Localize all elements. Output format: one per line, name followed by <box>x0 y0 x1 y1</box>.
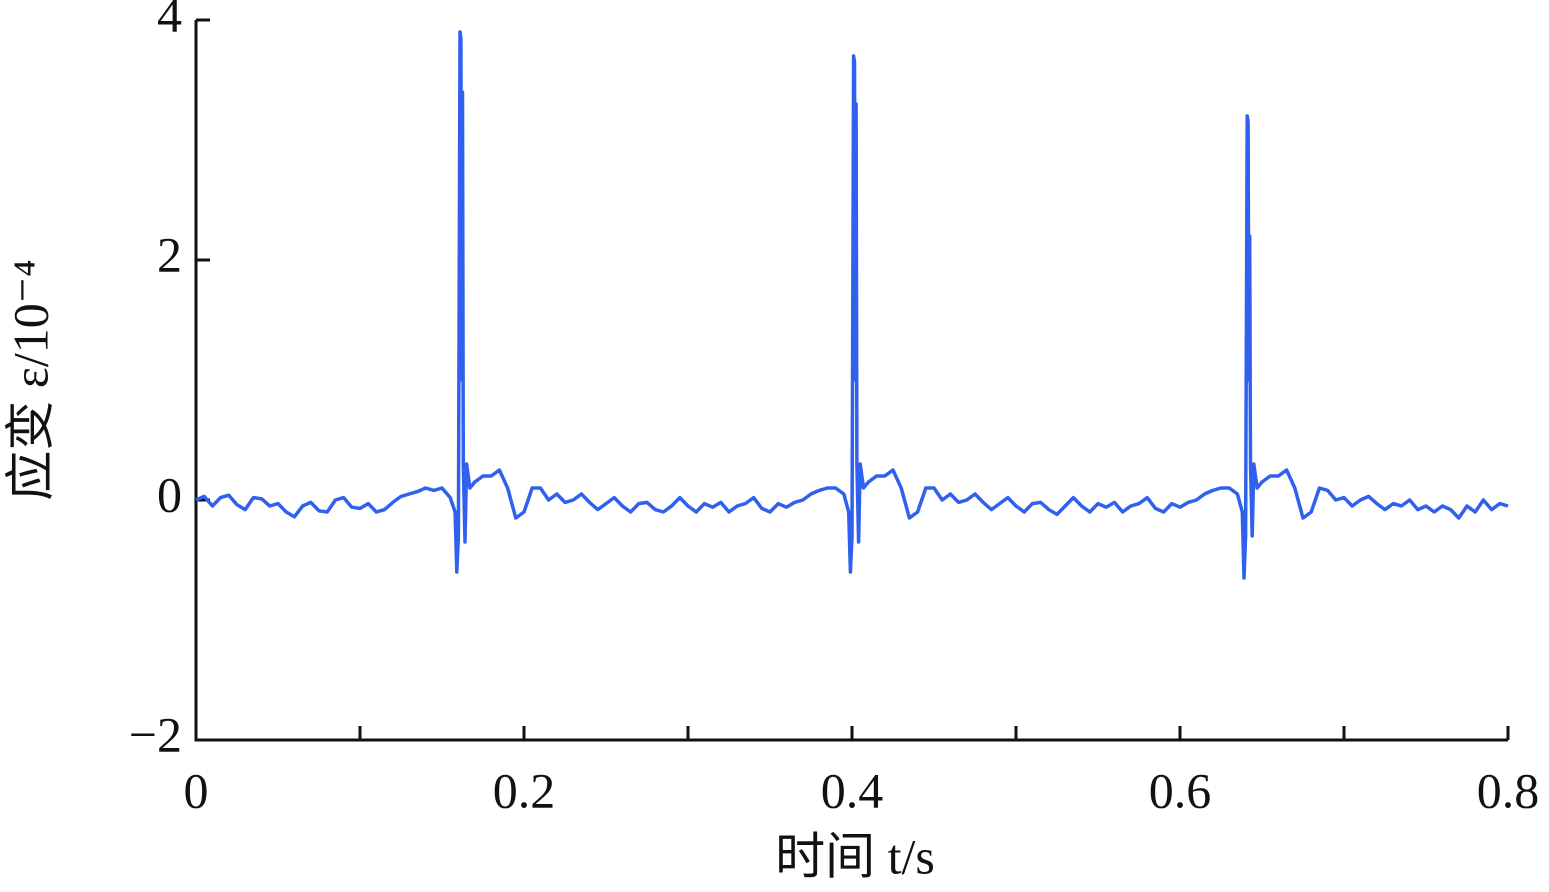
y-tick-label: 2 <box>157 226 182 282</box>
x-tick-label: 0.4 <box>821 762 884 818</box>
x-axis-label: 时间 t/s <box>775 828 935 884</box>
x-tick-label: 0.2 <box>493 762 556 818</box>
y-tick-label: −2 <box>129 706 182 762</box>
x-tick-label: 0 <box>184 762 209 818</box>
y-axis-label: 应变 ε/10⁻⁴ <box>2 259 58 500</box>
x-tick-label: 0.6 <box>1149 762 1212 818</box>
x-tick-label: 0.8 <box>1477 762 1540 818</box>
y-tick-label: 4 <box>157 0 182 42</box>
data-line <box>195 30 1509 580</box>
y-tick-label: 0 <box>157 466 182 522</box>
